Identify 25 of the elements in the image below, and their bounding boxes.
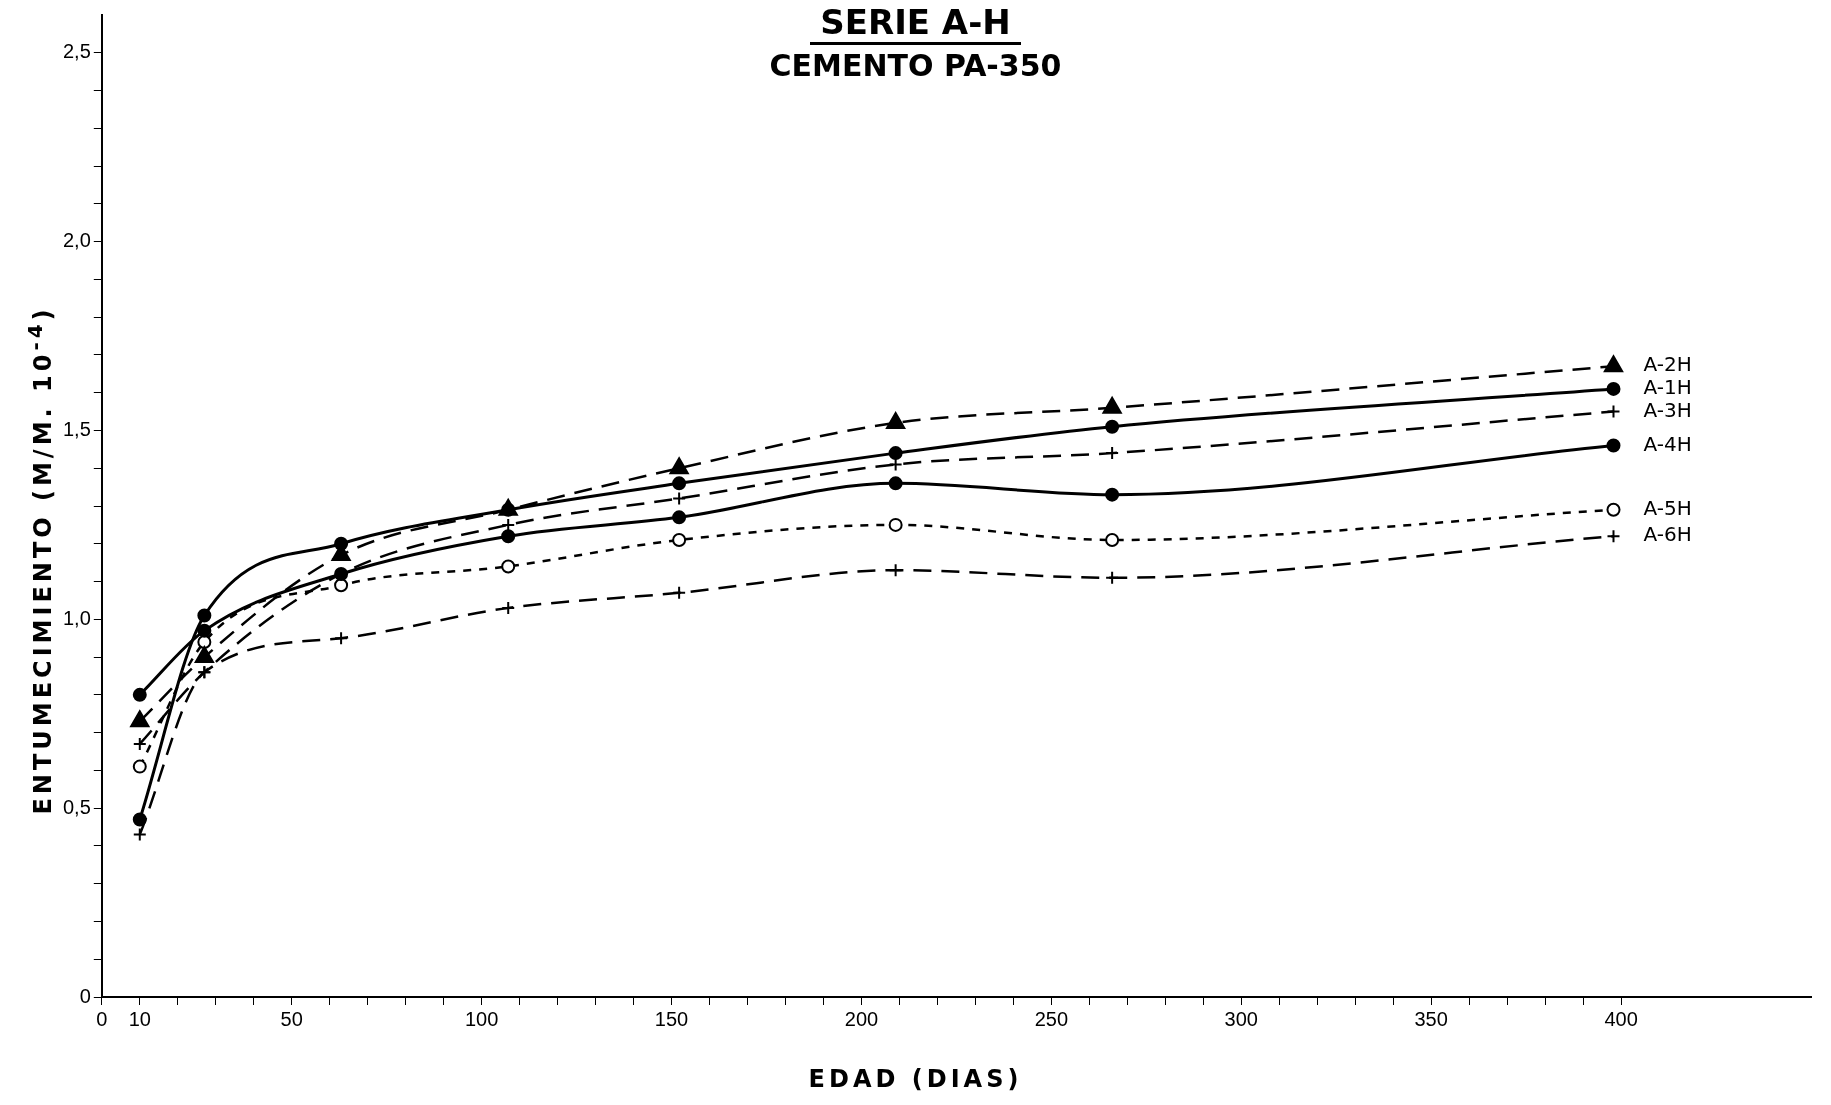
- series-label: A-6H: [1643, 522, 1692, 547]
- y-tick-label: 1,0: [62, 606, 91, 629]
- x-tick-label: 400: [1604, 1007, 1638, 1030]
- text: CEMENTO PA-350: [769, 48, 1062, 83]
- x-tick-label: 100: [464, 1007, 499, 1030]
- x-tick-label: 200: [844, 1007, 879, 1030]
- series-label: A-3H: [1643, 397, 1692, 422]
- y-tick-label: 0: [79, 984, 91, 1007]
- y-tick-label: 0,5: [62, 795, 91, 818]
- x-tick-label: 10: [128, 1007, 151, 1030]
- y-tick-label: 2,0: [62, 229, 91, 252]
- series-label: A-5H: [1643, 495, 1692, 520]
- chart-title: SERIE A-H: [810, 2, 1021, 45]
- x-tick-label: 250: [1034, 1007, 1069, 1030]
- y-tick-label: 2,5: [62, 40, 91, 63]
- x-axis-title: EDAD (DIAS): [807, 1065, 1024, 1093]
- x-tick-label: 300: [1224, 1007, 1258, 1030]
- x-tick-label: 50: [280, 1007, 303, 1030]
- y-tick-label: 1,5: [62, 417, 91, 440]
- x-tick-label: 350: [1414, 1007, 1448, 1030]
- x-tick-label: 150: [654, 1007, 689, 1030]
- x-tick-label: 0: [96, 1007, 108, 1030]
- series-label: A-4H: [1643, 431, 1692, 456]
- series-label: A-2H: [1643, 352, 1692, 377]
- series-label: A-1H: [1643, 375, 1692, 400]
